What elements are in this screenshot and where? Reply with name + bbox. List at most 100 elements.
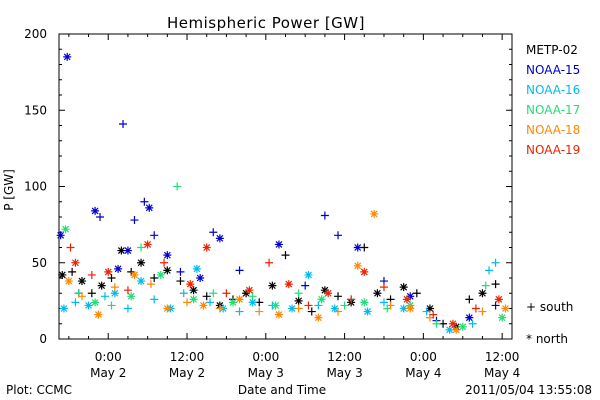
data-point-noaa-15-north: [465, 313, 474, 322]
x-tick-hour-label: 0:00: [410, 350, 437, 364]
data-point-noaa-18-north: [64, 277, 73, 286]
data-point-noaa-15-north: [63, 52, 72, 61]
data-point-noaa-19-north: [494, 295, 503, 304]
data-point-noaa-16-south: [485, 266, 494, 275]
data-point-noaa-16-north: [110, 289, 119, 298]
data-point-noaa-15-north: [114, 264, 123, 273]
legend: METP-02 NOAA-15 NOAA-16 NOAA-17 NOAA-18 NOAA-…: [526, 43, 580, 157]
data-point-noaa-16-north: [137, 277, 146, 286]
data-point-noaa-17-south: [294, 289, 303, 298]
data-point-noaa-15-north: [406, 292, 415, 301]
data-point-noaa-18-south: [110, 283, 119, 292]
data-point-noaa-17-north: [360, 298, 369, 307]
data-point-noaa-18-north: [199, 301, 208, 310]
data-point-noaa-15-south: [140, 197, 149, 206]
data-point-metp-02-south: [176, 277, 185, 286]
data-point-metp-02-north: [137, 258, 146, 267]
legend-entry-noaa-16: NOAA-16: [526, 83, 580, 97]
x-axis-ticks: 0:00 May 2 12:00 May 2 0:00 May 3 12:00 May 3 0:…: [68, 34, 520, 380]
data-point-noaa-16-south: [379, 298, 388, 307]
data-point-metp-02-south: [68, 267, 77, 276]
data-point-noaa-15-north: [215, 234, 224, 243]
data-point-noaa-15-north: [91, 206, 100, 215]
data-point-metp-02-south: [465, 295, 474, 304]
y-axis-label: P [GW]: [2, 169, 16, 211]
data-point-noaa-15-south: [96, 213, 105, 221]
data-point-metp-02-south: [150, 274, 159, 282]
data-point-noaa-18-south: [77, 292, 86, 301]
data-point-noaa-15-south: [334, 231, 343, 240]
data-point-noaa-18-north: [94, 310, 103, 319]
data-point-noaa-17-north: [91, 298, 100, 307]
data-point-noaa-15-north: [353, 243, 362, 252]
data-point-noaa-19-south: [123, 286, 132, 295]
data-point-metp-02-south: [107, 274, 116, 282]
data-point-noaa-16-north: [363, 307, 372, 316]
data-point-noaa-19-north: [402, 295, 411, 304]
data-point-metp-02-south: [202, 292, 211, 301]
data-point-noaa-19-south: [66, 243, 75, 252]
data-point-noaa-16-north: [445, 325, 454, 334]
data-point-metp-02-north: [294, 296, 303, 305]
data-point-noaa-19-north: [71, 258, 80, 267]
data-point-noaa-17-south: [209, 289, 218, 298]
x-axis-label: Date and Time: [238, 383, 326, 397]
data-point-metp-02-south: [334, 292, 343, 301]
data-point-noaa-17-north: [127, 292, 136, 301]
data-point-noaa-18-south: [146, 280, 155, 289]
data-point-noaa-19-south: [222, 289, 231, 298]
data-point-metp-02-south: [307, 307, 316, 316]
data-points: [56, 52, 510, 334]
data-point-noaa-19-north: [448, 319, 457, 328]
data-point-noaa-18-south: [183, 298, 192, 307]
data-point-metp-02-north: [97, 281, 106, 290]
data-point-noaa-18-north: [406, 304, 415, 313]
data-point-noaa-15-south: [119, 119, 128, 128]
data-point-noaa-18-north: [501, 304, 510, 313]
data-point-metp-02-north: [373, 289, 382, 298]
data-point-noaa-17-north: [156, 270, 165, 279]
x-tick-day-label: May 2: [90, 366, 126, 380]
x-tick-hour-label: 0:00: [252, 350, 279, 364]
data-point-noaa-19-north: [143, 240, 152, 249]
data-point-noaa-17-south: [340, 301, 349, 310]
data-point-noaa-17-north: [317, 295, 326, 304]
data-point-noaa-19-north: [186, 280, 195, 289]
x-tick-hour-label: 0:00: [95, 350, 122, 364]
data-point-noaa-17-south: [481, 281, 490, 290]
legend-entry-noaa-18: NOAA-18: [526, 123, 580, 137]
data-point-noaa-16-south: [314, 301, 323, 310]
legend-entry-noaa-15: NOAA-15: [526, 63, 580, 77]
data-point-noaa-16-south: [71, 298, 80, 307]
data-point-noaa-18-south: [255, 307, 264, 316]
data-point-metp-02-south: [491, 280, 500, 289]
data-point-noaa-19-north: [324, 289, 333, 298]
data-point-noaa-16-north: [84, 301, 93, 310]
data-point-noaa-17-north: [228, 298, 237, 307]
data-point-noaa-19-south: [304, 301, 313, 310]
data-point-noaa-19-north: [104, 267, 113, 276]
legend-north-marker: * north: [526, 332, 568, 346]
data-point-noaa-16-north: [248, 298, 257, 307]
data-point-noaa-18-north: [163, 304, 172, 313]
data-point-noaa-18-south: [478, 307, 487, 316]
x-tick-day-label: May 3: [248, 366, 284, 380]
plot-frame: [58, 33, 513, 340]
data-point-noaa-16-south: [100, 292, 109, 301]
data-point-noaa-15-south: [235, 266, 244, 275]
data-point-noaa-16-south: [179, 289, 188, 298]
data-point-noaa-19-north: [284, 280, 293, 289]
data-point-noaa-19-north: [360, 267, 369, 276]
data-point-metp-02-north: [242, 289, 251, 298]
y-tick-label: 100: [24, 180, 47, 194]
data-point-noaa-18-north: [274, 310, 283, 319]
data-point-noaa-18-south: [215, 304, 224, 313]
data-point-noaa-18-north: [314, 313, 323, 322]
legend-entry-metp-02: METP-02: [526, 43, 578, 57]
data-point-noaa-15-south: [491, 301, 500, 310]
data-point-noaa-18-south: [334, 307, 343, 316]
data-point-metp-02-south: [281, 251, 290, 260]
data-point-noaa-17-north: [498, 313, 507, 322]
x-tick-day-label: May 4: [405, 366, 441, 380]
